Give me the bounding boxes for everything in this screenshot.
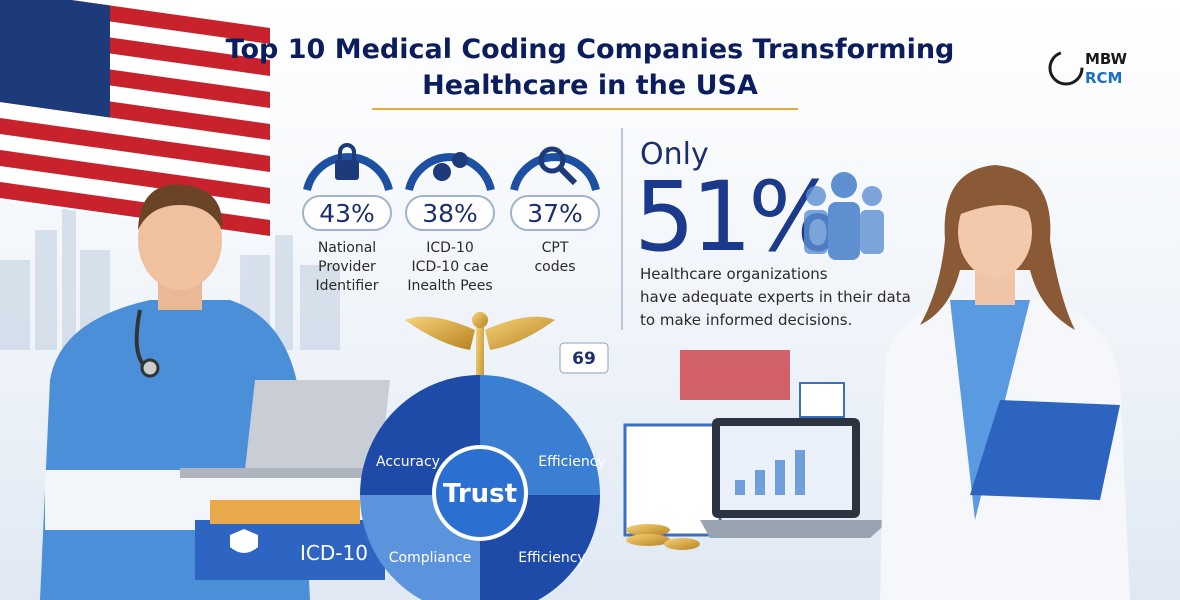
shape <box>138 190 222 290</box>
stat-label: ICD-10 <box>426 240 474 256</box>
shape <box>623 423 722 537</box>
shape <box>958 186 1032 278</box>
shape <box>680 350 790 400</box>
wheel-segment: Efficiency <box>538 454 605 470</box>
people-icon <box>804 172 884 260</box>
shape <box>230 529 258 553</box>
shape <box>472 312 488 328</box>
stat-label: Provider <box>318 259 376 275</box>
shape <box>62 200 76 350</box>
shape <box>405 316 475 350</box>
shape <box>806 186 826 206</box>
shape <box>485 316 555 350</box>
stat-label: National <box>318 240 376 256</box>
shape <box>338 143 356 160</box>
highlight-line: have adequate experts in their data <box>640 288 911 306</box>
title-line: Healthcare in the USA <box>422 70 758 101</box>
shape <box>245 380 390 470</box>
shape <box>970 400 1120 500</box>
shape <box>0 117 270 172</box>
stat-value: 37% <box>527 199 583 228</box>
stat-label: Inealth Pees <box>407 278 492 294</box>
icon-glyphs <box>335 143 578 186</box>
shape <box>510 153 600 192</box>
stat-value: 43% <box>319 199 375 228</box>
us-flag <box>0 0 270 238</box>
stat-label: ICD-10 cae <box>412 259 489 275</box>
highlight-line: Healthcare organizations <box>640 265 828 283</box>
laptop <box>180 380 390 478</box>
highlight-prefix: Only <box>640 137 709 172</box>
shape <box>559 342 609 374</box>
wheel-segment: Efficiency <box>518 550 585 566</box>
shape <box>210 500 360 524</box>
shape <box>452 152 468 168</box>
shape <box>735 450 805 495</box>
shape <box>720 426 852 510</box>
shape <box>140 358 160 378</box>
box-label: ICD-10 <box>300 541 368 565</box>
shape <box>1048 50 1084 86</box>
logo-text: MBW <box>1085 50 1128 68</box>
stats: 43% National Provider Identifier 38% ICD-10 IC… <box>315 199 582 294</box>
shape <box>664 538 700 550</box>
wheel-segment: Compliance <box>389 550 471 566</box>
stat-label: CPT <box>542 240 569 256</box>
badge-text: 69 <box>572 349 596 369</box>
shape <box>405 195 495 231</box>
shape <box>195 520 385 580</box>
shape <box>300 265 340 350</box>
stat-label: codes <box>534 259 575 275</box>
shape <box>557 165 578 186</box>
icd-box: ICD-10 <box>195 500 385 580</box>
shape <box>538 146 566 174</box>
shape <box>958 181 1033 215</box>
shape <box>405 153 495 192</box>
wheel-segment: Accuracy <box>376 454 440 470</box>
wheel-center: Trust <box>443 479 517 509</box>
shape <box>799 382 845 418</box>
workstation <box>623 350 890 550</box>
shape <box>0 260 30 350</box>
shape <box>303 153 393 192</box>
shape <box>626 524 670 536</box>
stat-icons <box>303 153 600 192</box>
shape <box>0 0 110 118</box>
shape <box>432 445 528 541</box>
badge: 69 <box>559 342 609 374</box>
trust-wheel: Trust Accuracy Efficiency Compliance Eff… <box>360 375 606 600</box>
logo-text: RCM <box>1085 69 1123 87</box>
shape <box>180 468 390 478</box>
highlight-line: to make informed decisions. <box>640 311 852 329</box>
title-line: Top 10 Medical Coding Companies Transfor… <box>226 34 955 65</box>
shape <box>35 230 57 350</box>
shape <box>828 202 860 260</box>
shape <box>831 172 857 198</box>
shape <box>302 195 392 231</box>
shape <box>860 210 884 254</box>
stat-pills <box>302 195 600 231</box>
shape <box>804 210 828 254</box>
stat-label: Identifier <box>315 278 378 294</box>
shape <box>950 300 1030 520</box>
shape <box>862 186 882 206</box>
shape <box>510 195 600 231</box>
shape <box>626 524 700 550</box>
shape <box>138 184 223 230</box>
shape <box>433 163 451 181</box>
female-doctor <box>880 165 1130 600</box>
shape <box>626 534 670 546</box>
highlight-text: Healthcare organizations have adequate ex… <box>640 265 911 329</box>
shape <box>700 520 890 538</box>
logo: MBW RCM <box>1048 50 1128 87</box>
shape <box>275 235 293 350</box>
stat-value: 38% <box>422 199 478 228</box>
shape <box>335 160 359 180</box>
